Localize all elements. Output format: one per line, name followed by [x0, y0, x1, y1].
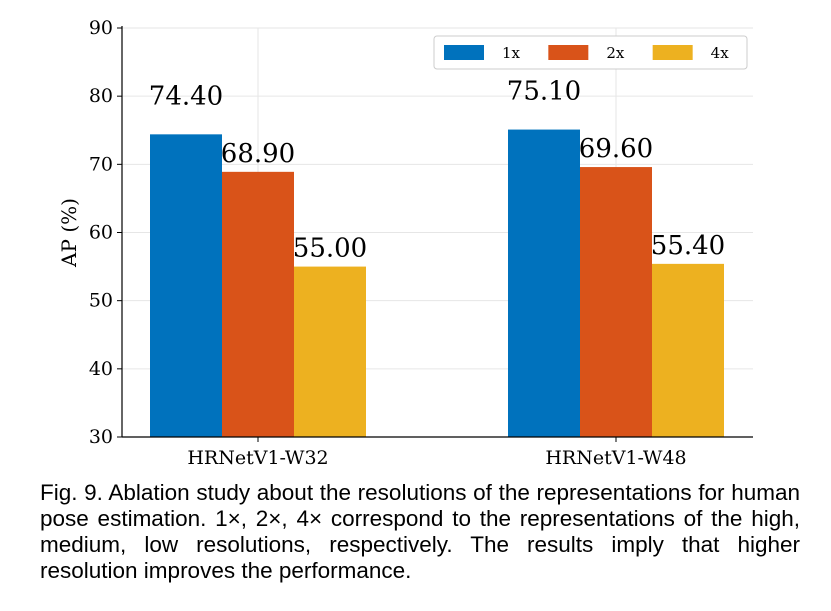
data-label: 55.40	[651, 231, 725, 261]
x-tick-label: HRNetV1-W32	[187, 447, 328, 469]
figure-caption: Fig. 9. Ablation study about the resolut…	[40, 480, 800, 583]
y-tick-label: 40	[89, 358, 113, 380]
x-tick-label: HRNetV1-W48	[545, 447, 686, 469]
bar-1x-2	[508, 129, 580, 437]
bar-4x-2	[652, 263, 724, 437]
legend-label-4x: 4x	[711, 44, 730, 62]
data-label: 68.90	[221, 139, 295, 169]
legend-label-1x: 1x	[502, 44, 521, 62]
legend-swatch-2x	[548, 45, 589, 60]
legend: 1x 2x 4x	[433, 35, 748, 70]
bar-chart: 30 40 50 60 70 80 90 HRNetV1-W32 HRNetV1-W48 AP (…	[57, 17, 753, 469]
data-labels: 74.40 68.90 55.00 75.10 69.60 55.40	[149, 77, 725, 264]
bar-2x-1	[222, 171, 294, 437]
y-tick-label: 50	[89, 290, 113, 312]
y-tick-label: 90	[89, 17, 113, 39]
bar-1x-1	[150, 134, 222, 437]
chart-area: 30 40 50 60 70 80 90 HRNetV1-W32 HRNetV1-W48 AP (…	[57, 17, 753, 469]
legend-label-2x: 2x	[606, 44, 625, 62]
y-tick-label: 30	[89, 426, 113, 448]
data-label: 75.10	[507, 77, 581, 107]
legend-swatch-4x	[652, 45, 693, 60]
y-tick-label: 70	[89, 153, 113, 175]
data-label: 69.60	[579, 134, 653, 164]
y-axis-title: AP (%)	[57, 198, 81, 268]
data-label: 74.40	[149, 81, 223, 111]
axes: 30 40 50 60 70 80 90 HRNetV1-W32 HRNetV1-W48 AP (…	[57, 17, 753, 469]
y-tick-label: 80	[89, 85, 113, 107]
bar-2x-2	[580, 167, 652, 437]
legend-swatch-1x	[444, 45, 484, 60]
y-tick-label: 60	[89, 222, 113, 244]
bar-4x-1	[294, 266, 366, 437]
data-label: 55.00	[293, 234, 367, 264]
bars	[150, 129, 724, 437]
legend-box	[433, 35, 748, 70]
